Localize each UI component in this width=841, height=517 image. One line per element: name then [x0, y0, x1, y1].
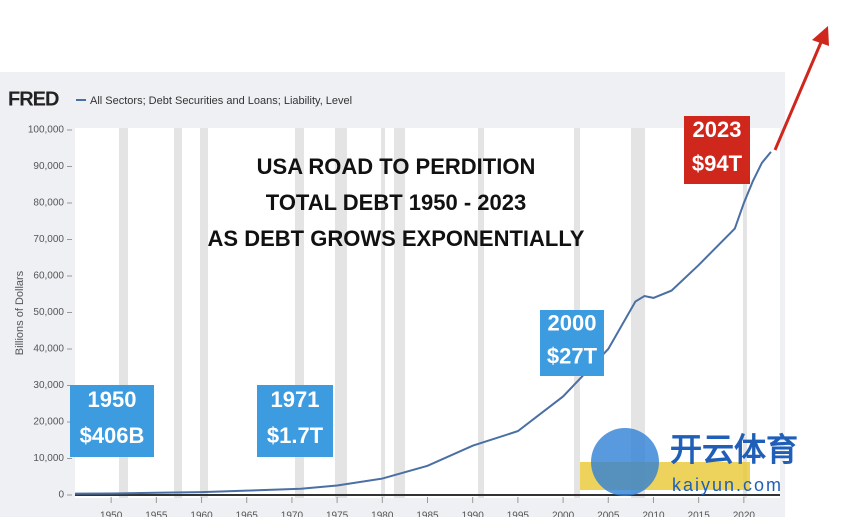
x-tick-label: 1990 [462, 511, 485, 517]
x-tick-label: 1955 [145, 511, 168, 517]
legend-label: All Sectors; Debt Securities and Loans; … [90, 95, 352, 107]
annotation-text: $94T [692, 151, 743, 176]
title-line: TOTAL DEBT 1950 - 2023 [266, 190, 526, 215]
title-line: USA ROAD TO PERDITION [257, 154, 536, 179]
x-tick-label: 1995 [507, 511, 530, 517]
logo: FRED [8, 88, 59, 110]
annotation-text: $406B [80, 423, 145, 448]
annotation-text: 2023 [693, 117, 742, 142]
watermark-logo [591, 428, 659, 496]
y-tick-label: 60,000 [33, 271, 64, 282]
annotation-box [684, 116, 750, 184]
annotation-text: 1971 [271, 387, 320, 412]
y-tick-label: 40,000 [33, 344, 64, 355]
x-tick-label: 1985 [416, 511, 439, 517]
x-tick-label: 1960 [190, 511, 213, 517]
y-tick-label: 50,000 [33, 307, 64, 318]
annotation-text: $1.7T [267, 423, 324, 448]
annotation-text: 2000 [548, 310, 597, 335]
watermark-title: 开云体育 [670, 431, 798, 467]
arrow [773, 39, 824, 151]
y-tick-label: 30,000 [33, 380, 64, 391]
x-tick-label: 2005 [597, 511, 620, 517]
plot-area [75, 128, 780, 498]
annotation-box [257, 385, 333, 457]
x-tick-label: 2010 [642, 511, 665, 517]
arrow-head [812, 26, 829, 46]
x-tick-label: 1965 [236, 511, 259, 517]
annotation-text: $27T [547, 343, 598, 368]
y-tick-label: 20,000 [33, 417, 64, 428]
annotation-box [70, 385, 154, 457]
x-tick-label: 1975 [326, 511, 349, 517]
x-tick-label: 2000 [552, 511, 575, 517]
y-tick-label: 70,000 [33, 234, 64, 245]
x-tick-label: 2020 [733, 511, 756, 517]
y-tick-label: 100,000 [28, 125, 65, 136]
series-line [74, 151, 772, 495]
title-line: AS DEBT GROWS EXPONENTIALLY [208, 226, 585, 251]
y-axis-label: Billions of Dollars [14, 270, 26, 355]
x-tick-label: 1970 [281, 511, 304, 517]
x-tick-label: 1980 [371, 511, 394, 517]
y-tick-label: 80,000 [33, 198, 64, 209]
watermark-url: kaiyun.com [672, 475, 783, 495]
y-tick-label: 90,000 [33, 161, 64, 172]
annotation-text: 1950 [88, 387, 137, 412]
annotation-box [540, 310, 604, 376]
y-tick-label: 10,000 [33, 453, 64, 464]
x-tick-label: 2015 [688, 511, 711, 517]
y-tick-label: 0 [58, 490, 64, 501]
x-tick-label: 1950 [100, 511, 123, 517]
